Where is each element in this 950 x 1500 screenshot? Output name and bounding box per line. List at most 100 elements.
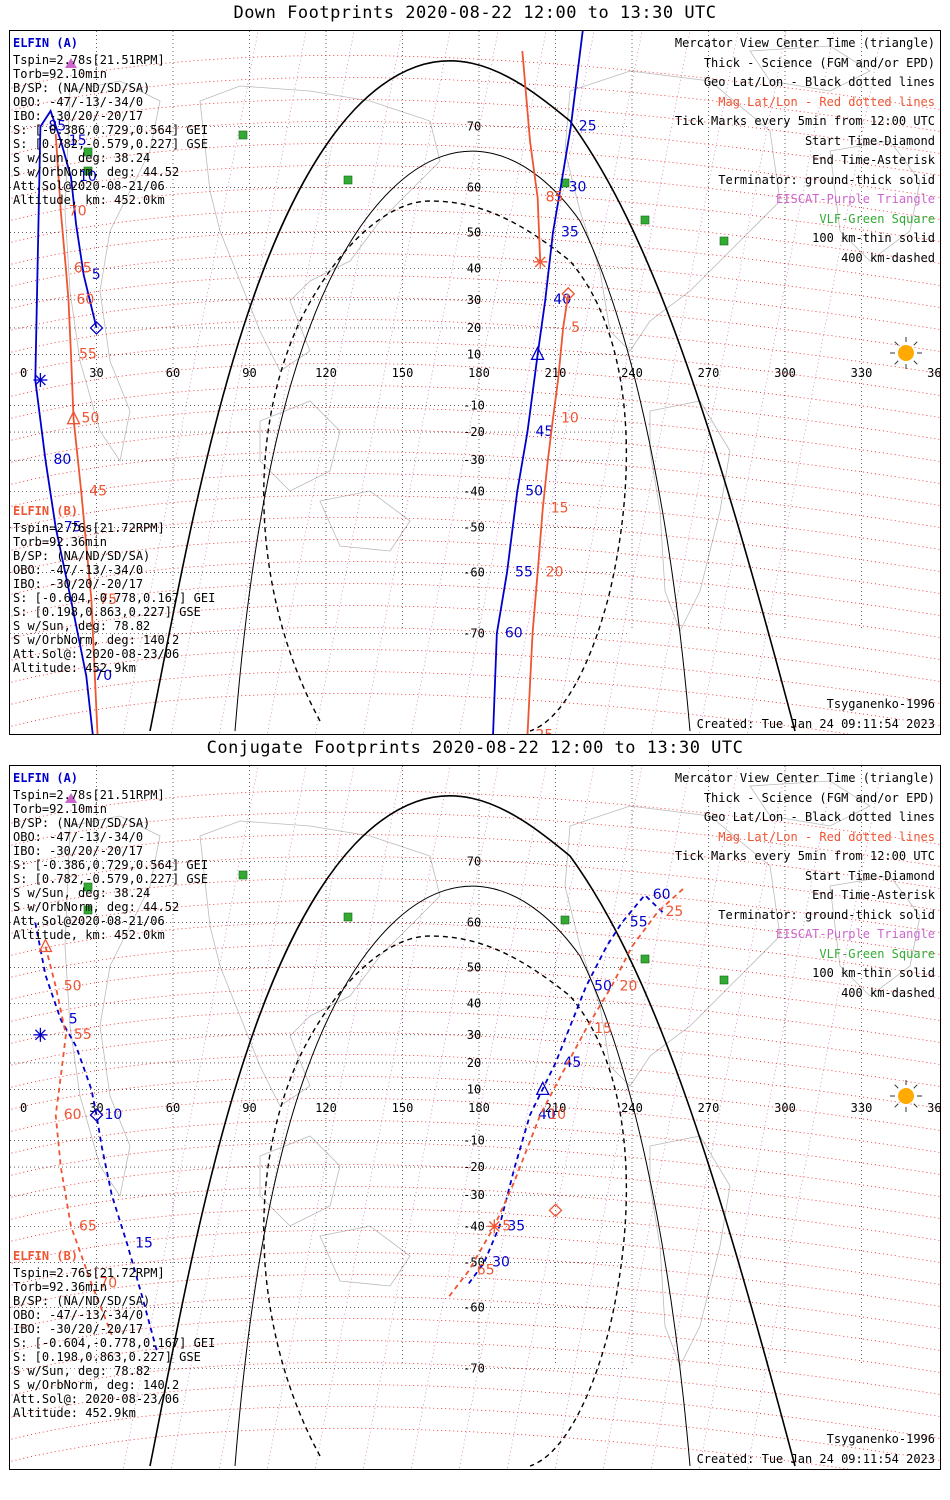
lon-tick-label: 360: [927, 366, 941, 380]
lon-tick-label: 30: [89, 1101, 103, 1115]
track-tick-label: 20: [620, 978, 638, 994]
lat-tick-label: 30: [467, 293, 481, 307]
lon-tick-label: 120: [315, 1101, 337, 1115]
mag-lon-curve: [266, 31, 403, 734]
track-tick-label: 15: [551, 501, 569, 517]
track-tick-label: 25: [666, 904, 684, 920]
track-tick-label: 70: [69, 203, 87, 219]
land-outline: [829, 140, 921, 262]
lat-tick-label: -60: [463, 1300, 485, 1314]
lat-tick-label: 40: [467, 262, 481, 276]
land-outline: [319, 1225, 411, 1287]
vlf-station-marker: [719, 975, 729, 985]
lat-tick-label: -70: [463, 1361, 485, 1375]
track-tick-label: 50: [82, 411, 100, 427]
lat-tick-label: -20: [463, 1160, 485, 1174]
mag-lon-curve: [218, 766, 355, 1469]
asterisk-stroke: [34, 374, 46, 386]
track-tick-label: 60: [505, 625, 523, 641]
asterisk-stroke: [488, 1220, 500, 1232]
track-tick-label: 65: [79, 1218, 97, 1234]
lat-tick-label: -50: [463, 1256, 485, 1270]
vlf-station-marker: [238, 870, 248, 880]
track-tick-label: 75: [99, 592, 117, 608]
track-tick-label: 15: [69, 133, 87, 149]
elfin-a-label: ELFIN (A): [13, 36, 79, 50]
sun-icon: [890, 1080, 922, 1112]
elfin-b-label: ELFIN (B): [13, 504, 79, 518]
lat-tick-label: 10: [467, 1082, 481, 1096]
series-track: [34, 922, 159, 1355]
vlf-station-marker: [560, 915, 570, 925]
lat-tick-label: 70: [467, 120, 481, 134]
terminator-100km: [234, 885, 691, 1467]
mag-lon-curve: [698, 766, 835, 1469]
track-tick-label: 85: [546, 190, 564, 206]
eiscat-marker: [65, 58, 77, 68]
lat-tick-label: 50: [467, 225, 481, 239]
lat-tick-label: -40: [463, 1219, 485, 1233]
track-tick-label: 10: [548, 1107, 566, 1123]
lon-tick-label: 210: [545, 366, 567, 380]
eiscat-marker: [65, 793, 77, 803]
panel-1-title: Down Footprints 2020-08-22 12:00 to 13:3…: [233, 3, 717, 23]
mag-lon-curve: [458, 31, 595, 734]
track-tick-label: 55: [515, 564, 533, 580]
legend: Mercator View Center Time (triangle) Thic…: [674, 771, 935, 1000]
sun-ray: [894, 360, 899, 365]
track-tick-label: 60: [76, 292, 94, 308]
end-asterisk-marker: [33, 1027, 48, 1042]
asterisk-stroke: [534, 256, 546, 268]
lat-tick-label: -70: [463, 626, 485, 640]
track-tick-label: 80: [54, 452, 72, 468]
lon-tick-label: 210: [545, 1101, 567, 1115]
track-tick-label: 55: [74, 1027, 92, 1043]
terminator-ground: [149, 795, 796, 1467]
land-outline: [649, 400, 731, 632]
track-tick-label: 50: [594, 978, 612, 994]
track-tick-label: 30: [569, 180, 587, 196]
sun-ray: [913, 341, 918, 346]
lon-tick-label: 0: [20, 1101, 27, 1115]
mag-lon-curve: [170, 31, 307, 734]
land-outline: [749, 45, 871, 92]
series-track: [468, 893, 664, 1285]
sun-ray: [913, 360, 918, 365]
vlf-station-marker: [719, 236, 729, 246]
mag-lon-curve: [506, 31, 643, 734]
lon-tick-label: 30: [89, 366, 103, 380]
lon-tick-label: 180: [468, 1101, 490, 1115]
sun-icon: [890, 337, 922, 369]
vlf-station-marker: [343, 912, 353, 922]
track-tick-label: 5: [571, 320, 580, 336]
mag-lon-curve: [314, 766, 451, 1469]
series-track: [492, 31, 584, 734]
lon-tick-label: 270: [698, 366, 720, 380]
mag-lon-curve: [746, 31, 883, 734]
elfin-b-info: Tspin=2.76s[21.72RPM] Torb=92.36min B/SP:…: [13, 1266, 216, 1420]
series-track: [447, 888, 684, 1298]
map-canvas: 0 30 60 90 120 150 180 210 240 270 300 330 360 -70 -60…: [10, 31, 941, 734]
land-outlines: [64, 780, 921, 1367]
land-outline: [64, 815, 161, 1198]
lon-tick-label: 330: [851, 1101, 873, 1115]
land-outline: [259, 400, 341, 492]
lon-tick-label: 330: [851, 366, 873, 380]
model-label: Tsyganenko-1996: [826, 697, 935, 711]
lat-tick-label: -50: [463, 521, 485, 535]
lon-tick-label: 300: [774, 1101, 796, 1115]
vlf-station-marker: [83, 166, 93, 176]
series-track: [521, 51, 542, 262]
track-tick-label: 45: [564, 1055, 582, 1071]
track-tick-label: 75: [64, 520, 82, 536]
created-label: Created: Tue Jan 24 09:11:54 2023: [696, 717, 935, 731]
land-outline: [259, 1135, 341, 1227]
vlf-station-marker: [343, 175, 353, 185]
land-outline: [199, 85, 441, 372]
land-outlines: [64, 45, 921, 632]
map-canvas: 0 30 60 90 120 150 180 210 240 270 300 330 360 -70 -60…: [10, 766, 940, 1469]
lat-tick-label: 10: [467, 347, 481, 361]
geo-grid: [10, 766, 862, 1369]
track-tick-label: 45: [89, 483, 107, 499]
sun-ray: [894, 1084, 899, 1089]
